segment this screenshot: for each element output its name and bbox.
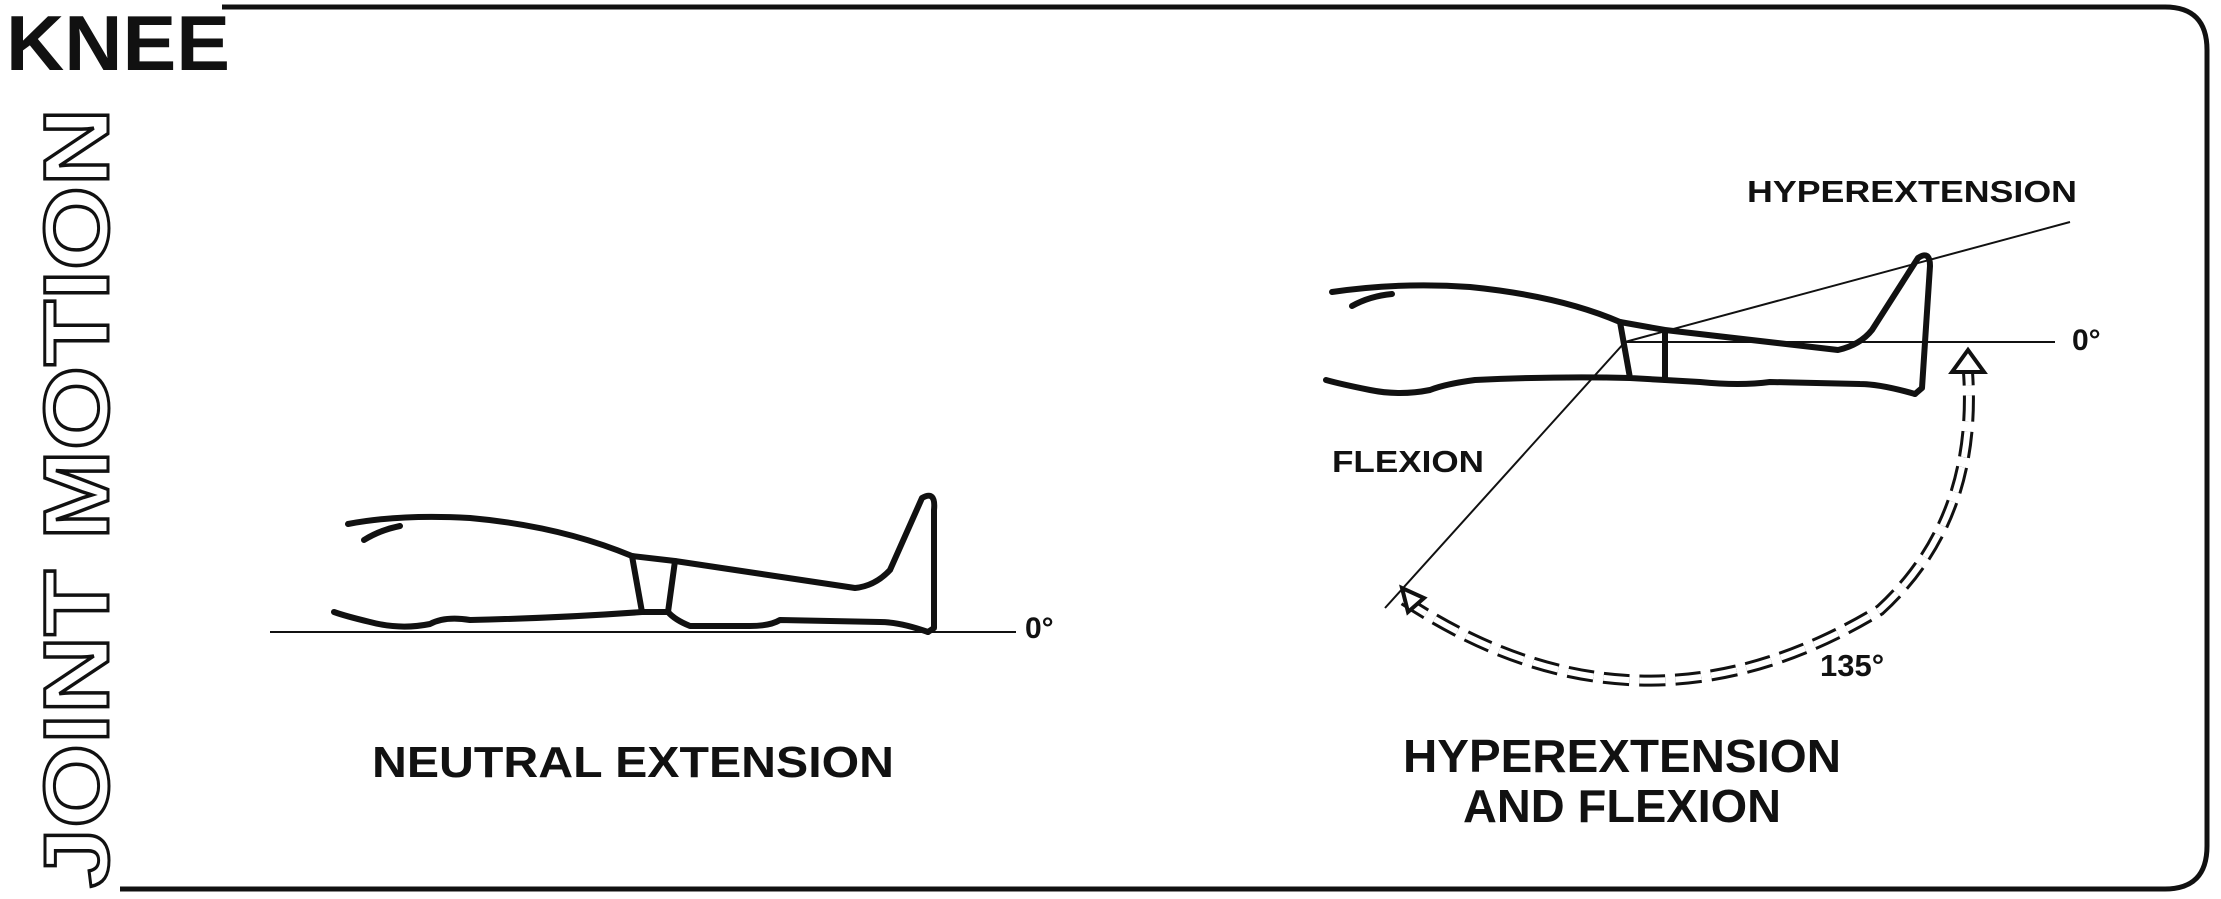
flexion-arc-outer bbox=[1400, 371, 1975, 687]
flexion-angle-label: 135° bbox=[1820, 648, 1884, 683]
arc-arrowhead-top bbox=[1948, 346, 1988, 374]
neutral-extension-panel: 0° NEUTRAL EXTENSION bbox=[270, 492, 1054, 787]
hyperextension-flexion-caption-line2: AND FLEXION bbox=[1463, 780, 1781, 832]
hyperextension-flexion-panel: HYPEREXTENSION FLEXION 0° 135° HYPEREXTE… bbox=[1323, 174, 2101, 832]
hyperextension-label: HYPEREXTENSION bbox=[1747, 174, 2077, 209]
flexion-line bbox=[1384, 341, 1626, 609]
leg-neutral-drawing bbox=[331, 492, 938, 635]
leg-hyperextended-drawing bbox=[1323, 252, 1933, 397]
hyperflex-zero-label: 0° bbox=[2072, 324, 2101, 357]
hyperextension-line bbox=[1624, 221, 2071, 343]
side-title: JOINT MOTION bbox=[26, 108, 128, 888]
neutral-extension-caption: NEUTRAL EXTENSION bbox=[372, 738, 894, 787]
flexion-arc-inner bbox=[1402, 371, 1972, 684]
flexion-label: FLEXION bbox=[1332, 444, 1484, 479]
arc-arrowhead-left bbox=[1399, 584, 1428, 616]
neutral-zero-label: 0° bbox=[1025, 612, 1054, 645]
page-title: KNEE bbox=[6, 0, 230, 87]
frame-border bbox=[120, 4, 2210, 892]
hyperextension-flexion-caption-line1: HYPEREXTENSION bbox=[1403, 730, 1841, 782]
